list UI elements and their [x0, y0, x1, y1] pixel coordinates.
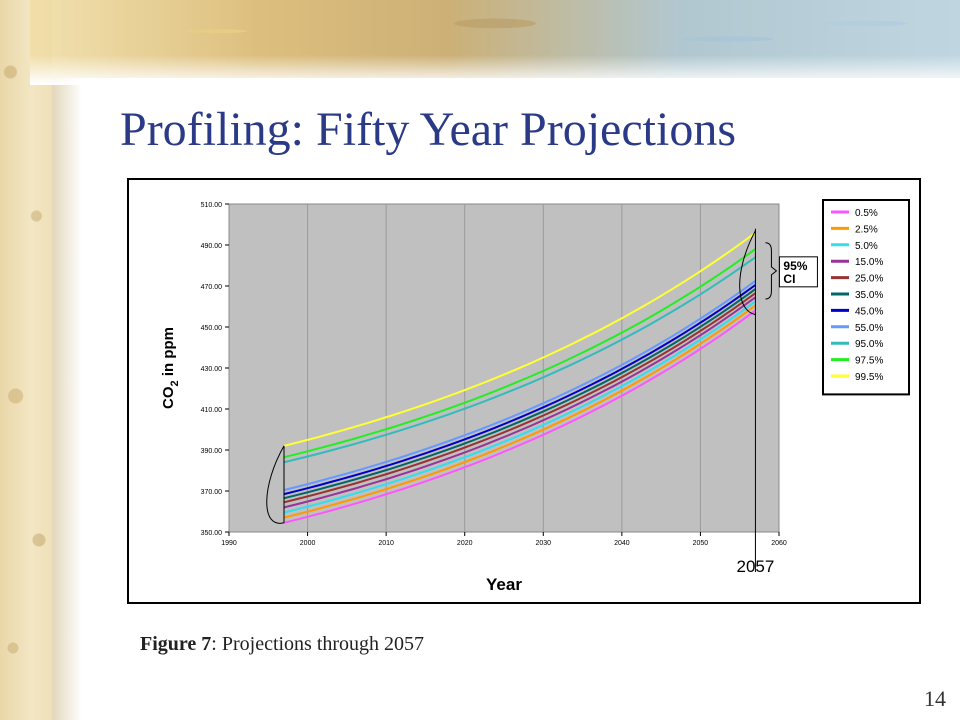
legend-label: 45.0% [855, 306, 883, 317]
y-tick-label: 410.00 [201, 407, 223, 414]
page-number: 14 [924, 686, 946, 711]
legend-label: 25.0% [855, 274, 883, 285]
legend-label: 55.0% [855, 323, 883, 334]
series-line [283, 304, 756, 519]
x-tick-label: 2000 [300, 540, 316, 547]
x-tick-label: 2050 [693, 540, 709, 547]
y-tick-label: 490.00 [201, 243, 223, 250]
y-tick-label: 430.00 [201, 366, 223, 373]
series-line [283, 231, 756, 447]
series-line [283, 292, 756, 504]
ci-brace [765, 242, 778, 300]
series-line [283, 309, 756, 524]
x-tick-label: 2010 [378, 540, 394, 547]
legend-label: 95.0% [855, 339, 883, 350]
legend-label: 0.5% [855, 208, 878, 219]
start-distribution-curve [266, 445, 285, 524]
end-distribution-curve [739, 230, 756, 316]
ci-label-line1: 95% [783, 259, 807, 273]
y-axis-label: CO2 in ppm [160, 327, 181, 409]
ci-label-line2: CI [783, 272, 795, 286]
y-tick-label: 450.00 [201, 325, 223, 332]
legend-label: 2.5% [855, 224, 878, 235]
ci-label-box [778, 256, 818, 288]
series-line [283, 288, 756, 500]
plot-layer [228, 203, 780, 533]
plot-area [228, 203, 780, 533]
x-tick-label: 2040 [614, 540, 630, 547]
series-line [283, 280, 756, 491]
series-line [283, 256, 756, 464]
y-tick-label: 370.00 [201, 489, 223, 496]
y-tick-label: 350.00 [201, 530, 223, 537]
chart-frame: 350.00 370.00 390.00 410.00 430.00 450.00 470.… [127, 178, 921, 604]
series-line [283, 296, 756, 509]
annotations: 2057 95%CI [266, 228, 818, 576]
x-tick-label: 1990 [221, 540, 237, 547]
legend-label: 97.5% [855, 356, 883, 367]
caption-text: : Projections through 2057 [211, 633, 425, 655]
x-tick-label: 2020 [457, 540, 473, 547]
co2-projection-chart: 350.00 370.00 390.00 410.00 430.00 450.00 470.… [160, 199, 910, 594]
legend-label: 15.0% [855, 257, 883, 268]
legend-label: 35.0% [855, 290, 883, 301]
legend-box [822, 199, 910, 396]
axis-layer: 350.00 370.00 390.00 410.00 430.00 450.00 470.… [160, 202, 787, 594]
left-strip-shadow [52, 78, 82, 720]
y-tick-label: 510.00 [201, 202, 223, 209]
figure-caption: Figure 7: Projections through 2057 [140, 633, 424, 656]
caption-figure-number: Figure 7 [140, 633, 212, 655]
slide-title: Profiling: Fifty Year Projections [120, 103, 737, 156]
y-tick-label: 470.00 [201, 284, 223, 291]
left-decorative-strip [0, 0, 52, 720]
top-banner-fade [30, 55, 960, 85]
x-tick-label: 2030 [535, 540, 551, 547]
x-tick-label: 2060 [771, 540, 787, 547]
legend-label: 99.5% [855, 372, 883, 383]
x-axis-label: Year [486, 575, 522, 594]
legend-label: 5.0% [855, 241, 878, 252]
series-line [283, 284, 756, 496]
y-tick-label: 390.00 [201, 448, 223, 455]
year-marker-label: 2057 [737, 557, 775, 576]
series-line [283, 300, 756, 514]
series-line [283, 248, 756, 459]
legend: 0.5% 2.5% 5.0% 15.0% 25.0% 35.0% 45.0% 55.0% 95.… [822, 199, 910, 396]
